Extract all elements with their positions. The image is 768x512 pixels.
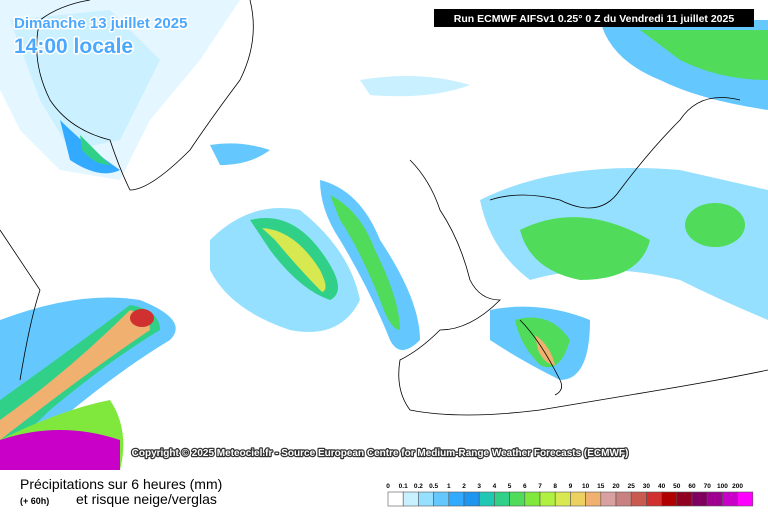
legend-label: 40 xyxy=(658,483,666,490)
legend-label: 10 xyxy=(582,483,590,490)
legend-swatch xyxy=(554,491,571,507)
legend-label: 30 xyxy=(643,483,651,490)
legend-label: 4 xyxy=(493,483,497,490)
legend-label: 6 xyxy=(523,483,527,490)
legend-label: 0.1 xyxy=(399,483,408,490)
legend-swatch xyxy=(737,491,754,507)
legend-label: 8 xyxy=(553,483,557,490)
legend-swatch xyxy=(600,491,617,507)
legend-swatch xyxy=(691,491,708,507)
run-box xyxy=(434,9,754,27)
legend-swatch xyxy=(387,491,404,507)
legend-label: 20 xyxy=(612,483,620,490)
legend-label: 3 xyxy=(477,483,481,490)
legend-swatch xyxy=(570,491,586,507)
legend-label: 1 xyxy=(447,483,451,490)
legend-swatch xyxy=(722,491,738,507)
legend-swatch xyxy=(418,491,434,507)
legend-label: 100 xyxy=(717,483,728,490)
date-label: Dimanche 13 juillet 2025 xyxy=(14,15,187,32)
legend-label: 60 xyxy=(688,483,696,490)
legend-swatch xyxy=(646,491,662,507)
legend-lead: (+ 60h) xyxy=(20,496,49,506)
legend-swatch xyxy=(676,491,693,507)
legend-swatch xyxy=(524,491,541,507)
legend-label: 15 xyxy=(597,483,605,490)
legend-label: 5 xyxy=(508,483,512,490)
legend-label: 2 xyxy=(462,483,466,490)
legend-label: 0 xyxy=(386,483,390,490)
legend-swatch xyxy=(402,491,419,507)
precipitation-fields xyxy=(0,0,768,470)
copyright: Copyright © 2025 Meteociel.fr - Source E… xyxy=(132,448,629,459)
legend-swatch xyxy=(615,491,632,507)
legend-swatch xyxy=(661,491,678,507)
legend-label: 7 xyxy=(538,483,542,490)
color-scale: 0 0.1 0.2 0.5 1 2 3 4 5 6 7 8 9 10 15 20 25 30 40 50 60 70 100… xyxy=(386,483,754,507)
legend-swatch xyxy=(433,491,450,507)
coastlines xyxy=(0,0,768,416)
legend-swatch xyxy=(478,491,495,507)
legend-subtitle: et risque neige/verglas xyxy=(76,491,217,507)
legend-label: 0.5 xyxy=(429,483,438,490)
legend-swatch xyxy=(706,491,723,507)
legend-swatch xyxy=(509,491,526,507)
legend-swatch xyxy=(494,491,510,507)
legend-swatch xyxy=(630,491,647,507)
legend-label: 200 xyxy=(732,483,743,490)
legend-swatch xyxy=(463,491,480,507)
run-label: Run ECMWF AIFSv1 0.25° 0 Z du Vendredi 1… xyxy=(454,13,735,25)
legend-label: 9 xyxy=(569,483,573,490)
legend-label: 70 xyxy=(704,483,712,490)
legend-swatch xyxy=(585,491,602,507)
time-label: 14:00 locale xyxy=(14,35,133,58)
legend-swatch xyxy=(539,491,556,507)
legend-label: 50 xyxy=(673,483,681,490)
legend-title: Précipitations sur 6 heures (mm) xyxy=(20,476,222,492)
legend-swatch xyxy=(448,491,465,507)
legend-label: 0.2 xyxy=(414,483,423,490)
legend-label: 25 xyxy=(628,483,636,490)
